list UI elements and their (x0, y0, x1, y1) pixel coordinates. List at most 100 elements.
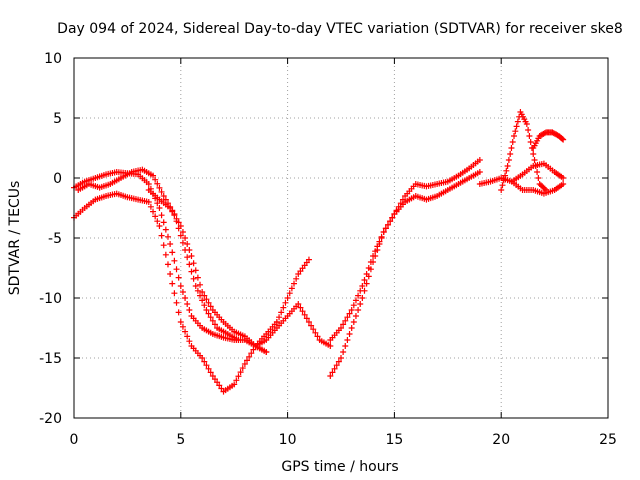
data-point (376, 238, 383, 245)
data-point (203, 307, 210, 313)
data-point (184, 254, 191, 261)
data-point (327, 373, 334, 379)
data-point (158, 188, 165, 195)
x-tick-label: 15 (385, 432, 403, 448)
data-point (164, 233, 171, 240)
data-point (387, 218, 394, 225)
data-point (162, 226, 169, 233)
data-point (282, 299, 289, 306)
data-point (190, 260, 197, 267)
data-point (305, 319, 312, 325)
data-point (363, 271, 370, 277)
data-point (367, 259, 374, 265)
data-point (350, 302, 357, 309)
data-point (507, 151, 514, 157)
data-point (286, 290, 293, 297)
x-tick-label: 25 (599, 432, 617, 448)
data-point (476, 169, 483, 175)
data-point (160, 193, 167, 199)
data-point (363, 280, 370, 287)
chart-title: Day 094 of 2024, Sidereal Day-to-day VTE… (57, 21, 623, 37)
data-point (169, 280, 176, 287)
data-point (380, 229, 387, 235)
data-point (291, 280, 298, 287)
x-tick-label: 20 (492, 432, 510, 448)
data-point (560, 181, 567, 187)
plot-area (71, 109, 567, 395)
data-point (355, 307, 362, 313)
data-point (175, 309, 182, 316)
data-point (527, 139, 534, 145)
data-point (177, 232, 184, 239)
data-point (156, 205, 163, 211)
data-point (209, 317, 216, 324)
series-sat-f (273, 256, 312, 325)
data-point (389, 214, 396, 221)
data-point (177, 319, 184, 325)
series-sat-g (327, 169, 483, 379)
data-point (340, 349, 347, 355)
data-point (499, 182, 506, 189)
data-point (162, 251, 169, 258)
data-point (310, 326, 317, 333)
data-point (503, 167, 510, 174)
data-point (241, 361, 248, 367)
data-point (393, 207, 400, 214)
data-point (203, 362, 210, 369)
data-point (344, 314, 351, 321)
data-point (357, 301, 364, 307)
data-point (280, 304, 287, 311)
data-point (179, 239, 186, 246)
data-point (331, 365, 338, 372)
data-point (205, 365, 212, 372)
data-point (299, 308, 306, 315)
data-point (308, 322, 315, 329)
data-point (509, 139, 516, 145)
data-point (560, 175, 567, 181)
y-tick-label: -15 (39, 351, 62, 367)
data-point (329, 369, 336, 376)
data-point (199, 297, 206, 304)
data-point (513, 123, 520, 130)
data-point (197, 281, 204, 288)
data-point (190, 275, 197, 282)
data-point (199, 355, 206, 361)
data-point (312, 329, 319, 336)
data-point (182, 295, 189, 301)
data-point (152, 213, 159, 220)
data-point (158, 232, 165, 239)
data-point (167, 271, 174, 277)
data-point (314, 333, 321, 340)
data-point (526, 133, 533, 139)
data-point (348, 325, 355, 331)
data-point (346, 310, 353, 317)
data-point (541, 185, 548, 192)
data-point (357, 287, 364, 294)
data-point (199, 289, 206, 295)
data-point (169, 249, 176, 256)
data-point (192, 267, 199, 274)
data-point (167, 205, 174, 211)
data-point (352, 297, 359, 304)
data-point (338, 355, 344, 361)
y-tick-label: 5 (53, 111, 62, 127)
data-point (361, 277, 368, 283)
data-point (194, 274, 201, 281)
data-point (218, 385, 225, 392)
data-point (512, 128, 519, 135)
data-point (303, 315, 310, 322)
data-point (154, 180, 161, 187)
data-point (235, 373, 242, 380)
data-point (395, 203, 402, 210)
data-point (378, 233, 385, 240)
data-point (184, 333, 191, 340)
data-point (211, 321, 218, 328)
data-point (173, 215, 180, 222)
data-point (288, 285, 295, 292)
data-point (211, 376, 218, 383)
data-point (534, 169, 541, 175)
data-point (359, 295, 366, 301)
data-point (179, 289, 186, 295)
data-point (173, 266, 180, 273)
